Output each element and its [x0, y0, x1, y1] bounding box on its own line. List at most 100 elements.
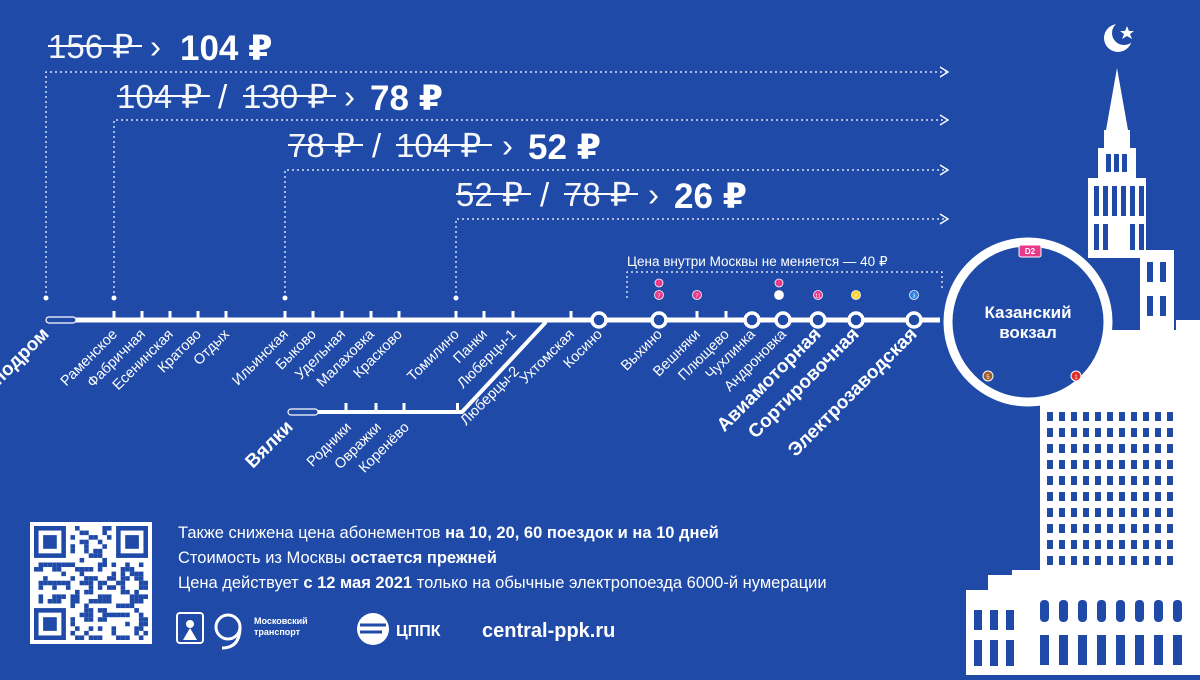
qr-cell — [111, 626, 117, 631]
window — [1047, 460, 1053, 469]
window — [1059, 428, 1065, 437]
info-line-3-rest: только на обычные электропоезда 6000-й н… — [412, 574, 826, 592]
qr-cell — [106, 585, 112, 590]
window — [1143, 412, 1149, 421]
qr-cell — [79, 612, 85, 618]
qr-cell — [116, 612, 121, 618]
window — [1071, 556, 1077, 565]
qr-cell — [93, 635, 98, 640]
qr-cell — [134, 571, 139, 577]
qr-cell — [138, 594, 144, 599]
qr-cell — [125, 567, 130, 572]
station-marker — [456, 403, 459, 412]
window — [1119, 492, 1125, 501]
window — [1167, 428, 1173, 437]
qr-cell — [120, 635, 126, 640]
start-arrow-icon — [45, 316, 77, 324]
qr-cell — [125, 576, 130, 581]
station-marker — [140, 311, 144, 320]
qr-cell — [88, 553, 94, 558]
zone-line-1 — [45, 71, 946, 298]
window — [1107, 540, 1113, 549]
window — [1059, 508, 1065, 517]
arrow-head-icon — [939, 66, 950, 78]
qr-cell — [75, 598, 80, 604]
fare-new-price: 52 ₽ — [528, 128, 601, 167]
fare-new-price: 104 ₽ — [180, 29, 272, 68]
qr-cell — [97, 635, 103, 640]
qr-cell — [97, 548, 103, 554]
window — [1155, 444, 1161, 453]
qr-cell — [97, 617, 103, 622]
qr-cell — [97, 594, 103, 599]
qr-cell — [120, 580, 126, 586]
qr-cell — [138, 562, 144, 568]
website-link[interactable]: central-ppk.ru — [482, 620, 615, 642]
info-line-2: Стоимость из Москвы остается прежней — [178, 549, 497, 567]
window — [1167, 444, 1173, 453]
qr-cell — [102, 530, 107, 536]
window — [1107, 444, 1113, 453]
qr-cell — [106, 612, 112, 618]
qr-cell — [43, 576, 48, 581]
metro-line-badge-label: 8 — [777, 294, 780, 300]
station-marker — [344, 403, 348, 412]
fare-row-2: 104 ₽ / 130 ₽ › 78 ₽ — [117, 78, 443, 118]
window — [1095, 524, 1101, 533]
station-marker — [454, 311, 458, 320]
window — [1131, 492, 1137, 501]
qr-finder — [43, 535, 57, 549]
window — [1143, 540, 1149, 549]
info-line-3-regular: Цена действует — [178, 574, 303, 592]
fare-row-4: 52 ₽ / 78 ₽ › 26 ₽ — [456, 176, 747, 216]
window — [1116, 600, 1125, 622]
qr-cell — [34, 567, 39, 572]
terminal-name-line1: Казанский — [984, 303, 1071, 322]
qr-cell — [134, 630, 139, 636]
station-marker — [340, 311, 344, 320]
qr-cell — [106, 535, 112, 540]
qr-cell — [129, 571, 135, 577]
qr-cell — [102, 562, 107, 568]
info-text: Также снижена цена абонементов на 10, 20… — [178, 524, 827, 592]
qr-cell — [138, 598, 144, 604]
qr-cell — [84, 539, 89, 545]
info-line-1: Также снижена цена абонементов на 10, 20… — [178, 524, 719, 542]
qr-cell — [84, 576, 89, 581]
window — [1143, 428, 1149, 437]
window — [1059, 444, 1065, 453]
window — [1083, 524, 1089, 533]
qr-cell — [106, 598, 112, 604]
fare-row-3: 78 ₽ / 104 ₽ › 52 ₽ — [288, 127, 601, 167]
window — [1071, 508, 1077, 517]
window — [1167, 524, 1173, 533]
qr-finder — [43, 617, 57, 631]
station-marker — [847, 311, 865, 329]
qr-cell — [97, 585, 103, 590]
qr-cell — [93, 548, 98, 554]
moscow-transport-logo: Московский транспорт — [214, 613, 308, 650]
qr-code[interactable] — [30, 522, 152, 644]
window — [1083, 556, 1089, 565]
window — [1095, 492, 1101, 501]
window — [1107, 460, 1113, 469]
d2-badge — [1018, 244, 1042, 258]
station-label: Ипподром — [0, 324, 54, 407]
qr-cell — [116, 580, 121, 586]
qr-cell — [70, 621, 76, 627]
window — [1107, 412, 1113, 421]
qr-cell — [134, 589, 139, 595]
qr-cell — [120, 567, 126, 572]
qr-cell — [143, 630, 148, 636]
qr-cell — [70, 576, 76, 581]
qr-cell — [38, 585, 44, 590]
qr-cell — [102, 557, 107, 563]
qr-cell — [65, 580, 71, 586]
qr-cell — [75, 635, 80, 640]
window — [1047, 444, 1053, 453]
qr-cell — [84, 567, 89, 572]
qr-cell — [88, 612, 94, 618]
qr-cell — [143, 585, 148, 590]
qr-cell — [88, 535, 94, 540]
